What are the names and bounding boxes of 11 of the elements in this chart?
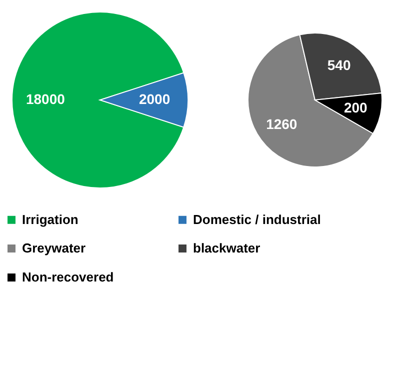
legend-label: Domestic / industrial <box>193 212 321 227</box>
data-label: 1260 <box>266 116 298 132</box>
data-label: 200 <box>344 100 368 116</box>
pie-slice <box>12 12 184 188</box>
legend-label: Irrigation <box>22 212 78 227</box>
data-label: 18000 <box>26 91 66 107</box>
data-label: 2000 <box>138 91 170 107</box>
legend-label: Greywater <box>22 240 86 256</box>
legend-label: Non-recovered <box>22 270 114 284</box>
legend-label: blackwater <box>193 240 260 256</box>
data-label: 540 <box>327 57 351 74</box>
